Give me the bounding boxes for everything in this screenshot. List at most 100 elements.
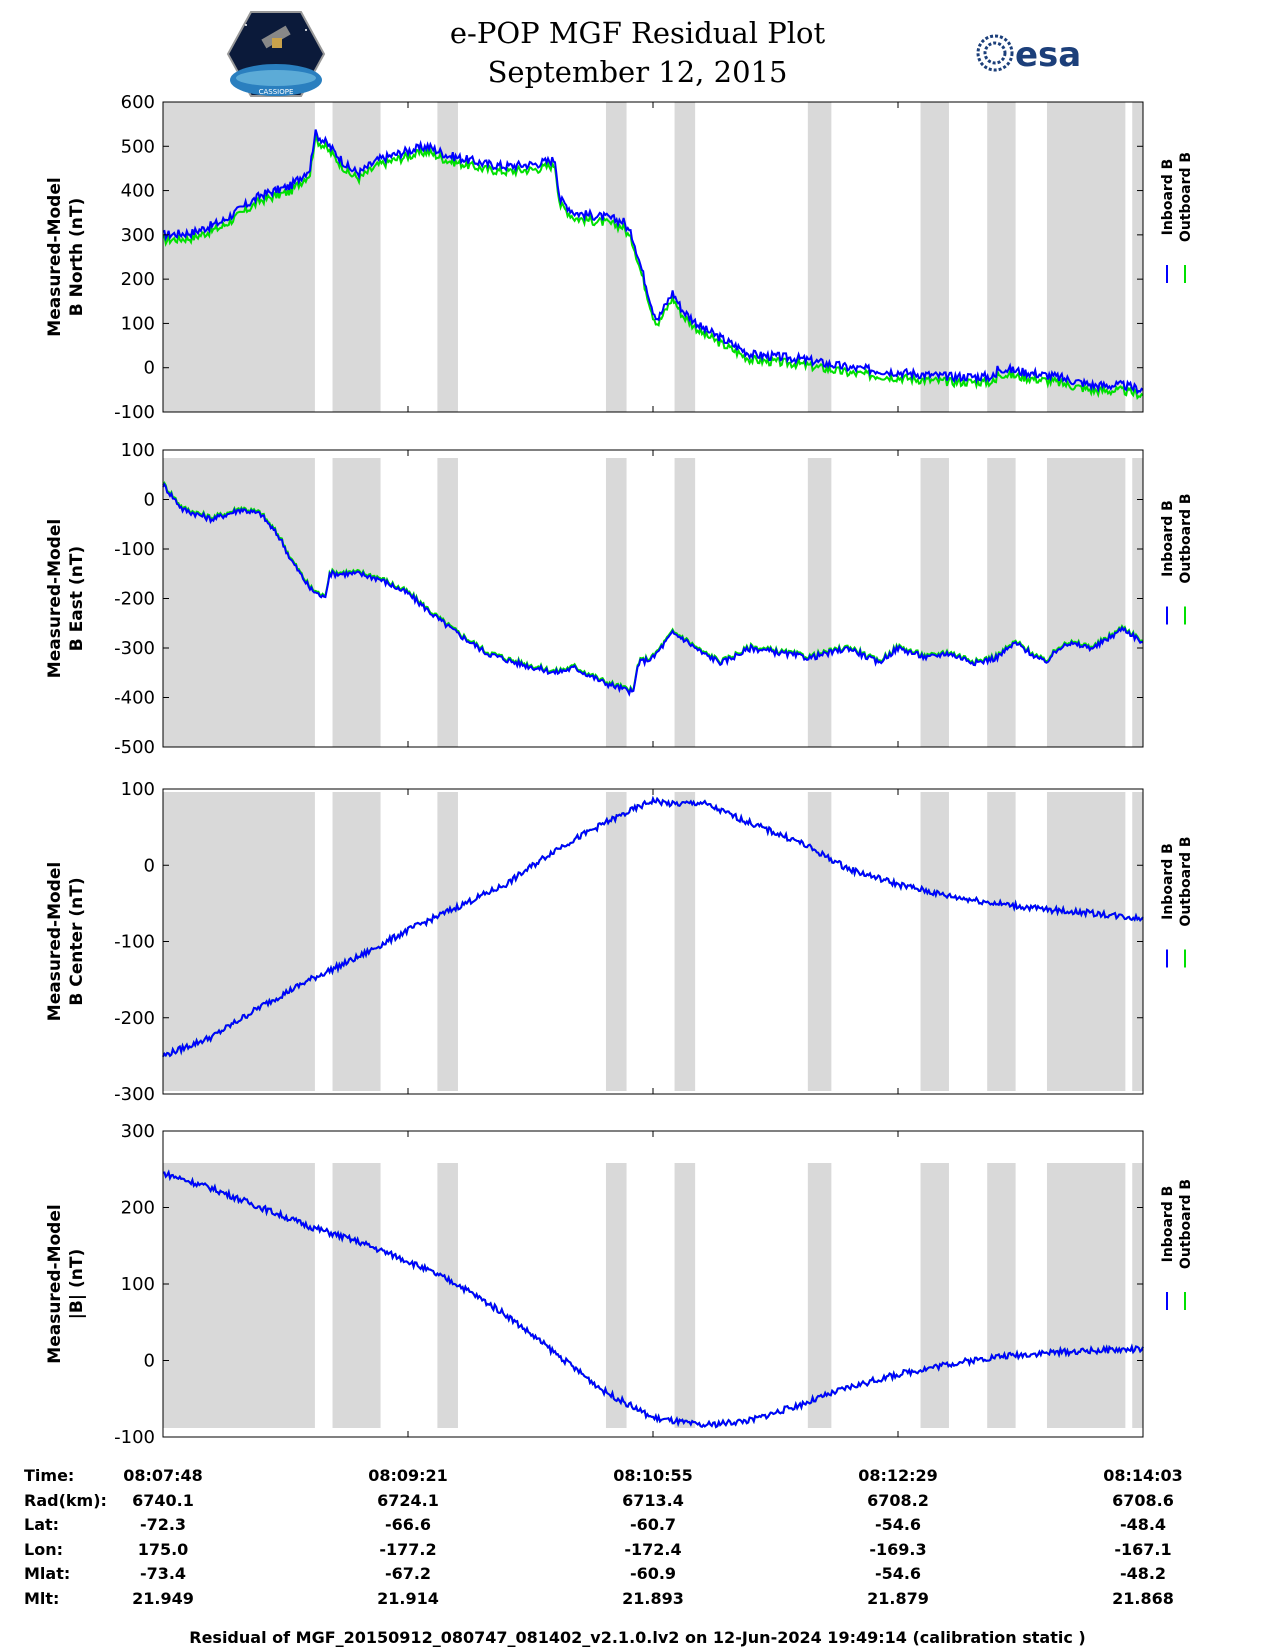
shaded-interval [920, 458, 949, 747]
info-cell: 21.893 [622, 1588, 684, 1608]
shaded-interval [1046, 458, 1126, 747]
y-tick-label: 600 [121, 92, 155, 113]
shaded-interval [987, 792, 1016, 1091]
info-cell: 08:12:29 [858, 1466, 938, 1485]
y-axis-label: Measured-Model [45, 519, 65, 678]
shaded-interval [437, 102, 458, 412]
shaded-interval [1132, 102, 1143, 412]
info-row-label: Time: [24, 1466, 75, 1485]
info-cell: 6708.6 [1112, 1490, 1174, 1510]
info-cell: -67.2 [384, 1564, 432, 1583]
info-row: Lon: 175.0 -177.2 -172.4 -169.3 -167.1 [0, 1540, 1275, 1564]
panel-4: 300 200 100 0 -100 Measured-Model |B| (nT) Inbo… [45, 1121, 1194, 1448]
info-cell: 08:10:55 [613, 1466, 693, 1485]
legend-inboard-label: Inboard B [1160, 500, 1176, 577]
chart-subtitle-date: September 12, 2015 [487, 55, 788, 89]
y-tick-label: -300 [114, 638, 155, 659]
shaded-interval [332, 102, 381, 412]
outboard-series-line [162, 134, 1144, 401]
shaded-interval [674, 458, 696, 747]
info-row: Rad(km): 6740.1 6724.1 6713.4 6708.2 6708.6 [0, 1491, 1275, 1515]
y-tick-label: -200 [114, 1008, 155, 1029]
y-tick-label: -300 [114, 1084, 155, 1105]
inboard-series-line [162, 129, 1144, 395]
shaded-interval [674, 1163, 696, 1428]
shaded-interval [1132, 458, 1143, 747]
shaded-interval [807, 792, 832, 1091]
y-tick-label: 100 [121, 440, 155, 461]
shaded-interval [163, 1163, 315, 1428]
y-axis-label: Measured-Model [45, 177, 65, 336]
info-cell: 6708.2 [867, 1490, 929, 1510]
info-cell: 6713.4 [622, 1490, 684, 1510]
legend-inboard-label: Inboard B [1160, 1186, 1176, 1263]
legend-inboard-label: Inboard B [1160, 843, 1176, 920]
info-row-label: Lon: [24, 1539, 63, 1559]
legend-outboard-label: Outboard B [1178, 836, 1194, 926]
y-tick-label: 200 [121, 269, 155, 290]
shaded-interval [437, 458, 458, 747]
svg-text:esa: esa [1015, 35, 1081, 75]
shaded-interval [437, 1163, 458, 1428]
inboard-series-line [162, 482, 1144, 697]
y-tick-label: 0 [144, 855, 155, 876]
info-row-label: Mlat: [24, 1564, 71, 1583]
shaded-interval [1046, 102, 1126, 412]
info-cell: -172.4 [624, 1539, 682, 1559]
shaded-interval [807, 458, 832, 747]
y-tick-label: 0 [144, 358, 155, 379]
y-tick-label: -100 [114, 1427, 155, 1448]
cassiope-logo-icon: CASSIOPE [226, 11, 326, 97]
info-cell: 6740.1 [132, 1490, 194, 1510]
shaded-interval [987, 102, 1016, 412]
y-tick-label: 400 [121, 181, 155, 202]
y-tick-label: 0 [144, 1351, 155, 1372]
info-cell: -60.9 [629, 1564, 677, 1583]
shaded-interval [674, 102, 696, 412]
shaded-interval [1046, 1163, 1126, 1428]
info-row: Mlat: -73.4 -67.2 -60.9 -54.6 -48.2 [0, 1564, 1275, 1588]
info-row-label: Rad(km): [24, 1490, 107, 1510]
y-axis-label: B East (nT) [67, 546, 87, 651]
shaded-interval [437, 792, 458, 1091]
info-cell: 21.868 [1112, 1588, 1174, 1608]
y-tick-label: 300 [121, 225, 155, 246]
y-tick-label: 100 [121, 779, 155, 800]
info-cell: 21.949 [132, 1588, 194, 1608]
y-tick-label: -100 [114, 539, 155, 560]
y-axis-label: |B| (nT) [67, 1249, 87, 1320]
info-row-label: Mlt: [24, 1588, 60, 1608]
info-cell: 08:14:03 [1103, 1466, 1183, 1485]
shaded-interval [332, 792, 381, 1091]
shaded-interval [605, 458, 627, 747]
inboard-series-line [163, 1169, 1144, 1429]
legend-inboard-label: Inboard B [1160, 159, 1176, 236]
info-cell: 6724.1 [377, 1490, 439, 1510]
y-axis-label: Measured-Model [45, 862, 65, 1021]
info-cell: -60.7 [629, 1515, 677, 1534]
y-tick-label: 300 [121, 1121, 155, 1142]
shaded-interval [163, 102, 315, 412]
info-cell: 08:07:48 [123, 1466, 203, 1485]
shaded-interval [605, 102, 627, 412]
y-tick-label: -100 [114, 932, 155, 953]
y-tick-label: 0 [144, 490, 155, 511]
info-cell: -73.4 [139, 1564, 187, 1583]
info-row: Lat: -72.3 -66.6 -60.7 -54.6 -48.4 [0, 1515, 1275, 1539]
shaded-interval [163, 458, 315, 747]
y-axis-label: Measured-Model [45, 1204, 65, 1363]
panel-3: 100 0 -100 -200 -300 Measured-Model B Center (… [45, 779, 1194, 1105]
info-cell: -54.6 [874, 1564, 922, 1583]
panel-1: 600 500 400 300 200 100 0 -100 Measured-Model B N… [45, 92, 1194, 423]
shaded-interval [163, 792, 315, 1091]
shaded-interval [1046, 792, 1126, 1091]
inboard-series-line [162, 795, 1144, 1058]
info-cell: 08:09:21 [368, 1466, 448, 1485]
y-tick-label: 100 [121, 313, 155, 334]
info-cell: -177.2 [379, 1539, 437, 1559]
legend-outboard-label: Outboard B [1178, 1179, 1194, 1269]
info-row: Mlt: 21.949 21.914 21.893 21.879 21.868 [0, 1589, 1275, 1613]
info-row: Time: 08:07:48 08:09:21 08:10:55 08:12:29 08:… [0, 1466, 1275, 1490]
info-cell: 21.914 [377, 1588, 439, 1608]
